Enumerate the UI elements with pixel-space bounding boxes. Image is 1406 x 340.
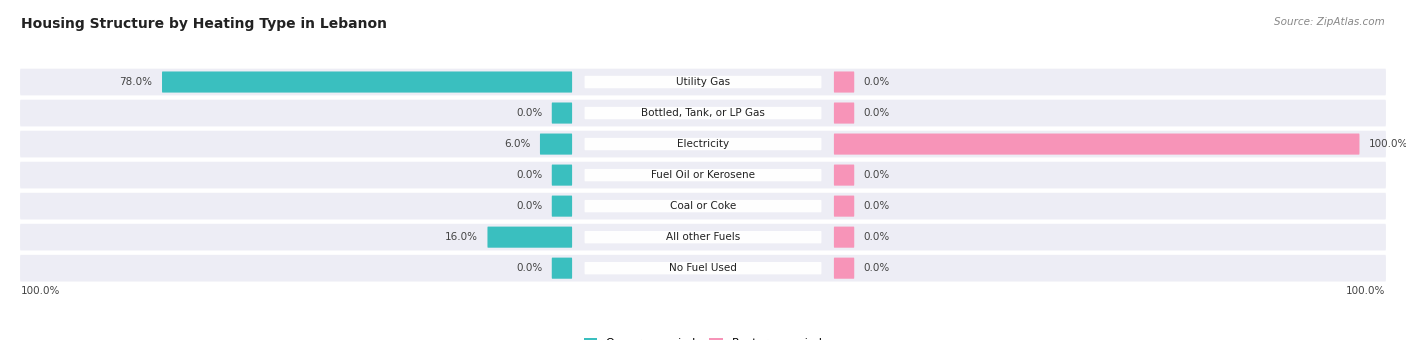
- Text: 16.0%: 16.0%: [444, 232, 478, 242]
- Text: 6.0%: 6.0%: [505, 139, 530, 149]
- Text: 0.0%: 0.0%: [516, 201, 543, 211]
- FancyBboxPatch shape: [585, 107, 821, 119]
- Text: Coal or Coke: Coal or Coke: [669, 201, 737, 211]
- FancyBboxPatch shape: [585, 169, 821, 181]
- FancyBboxPatch shape: [834, 226, 855, 248]
- FancyBboxPatch shape: [20, 69, 1386, 95]
- Text: 100.0%: 100.0%: [1369, 139, 1406, 149]
- Text: 0.0%: 0.0%: [863, 170, 890, 180]
- FancyBboxPatch shape: [834, 102, 855, 124]
- FancyBboxPatch shape: [551, 102, 572, 124]
- Text: 100.0%: 100.0%: [1346, 286, 1385, 296]
- Text: Source: ZipAtlas.com: Source: ZipAtlas.com: [1274, 17, 1385, 27]
- FancyBboxPatch shape: [834, 71, 855, 92]
- FancyBboxPatch shape: [551, 195, 572, 217]
- FancyBboxPatch shape: [551, 165, 572, 186]
- Text: 0.0%: 0.0%: [863, 232, 890, 242]
- Text: Utility Gas: Utility Gas: [676, 77, 730, 87]
- FancyBboxPatch shape: [20, 193, 1386, 219]
- Text: 0.0%: 0.0%: [516, 263, 543, 273]
- Text: 0.0%: 0.0%: [863, 77, 890, 87]
- FancyBboxPatch shape: [585, 231, 821, 243]
- FancyBboxPatch shape: [834, 195, 855, 217]
- Text: 0.0%: 0.0%: [863, 263, 890, 273]
- Text: All other Fuels: All other Fuels: [666, 232, 740, 242]
- FancyBboxPatch shape: [20, 131, 1386, 157]
- Text: 0.0%: 0.0%: [863, 108, 890, 118]
- FancyBboxPatch shape: [20, 100, 1386, 126]
- Text: Fuel Oil or Kerosene: Fuel Oil or Kerosene: [651, 170, 755, 180]
- FancyBboxPatch shape: [540, 134, 572, 155]
- FancyBboxPatch shape: [585, 200, 821, 212]
- FancyBboxPatch shape: [20, 224, 1386, 251]
- Text: Housing Structure by Heating Type in Lebanon: Housing Structure by Heating Type in Leb…: [21, 17, 387, 31]
- FancyBboxPatch shape: [834, 258, 855, 279]
- Text: 78.0%: 78.0%: [120, 77, 152, 87]
- FancyBboxPatch shape: [488, 226, 572, 248]
- Text: 0.0%: 0.0%: [516, 108, 543, 118]
- FancyBboxPatch shape: [585, 262, 821, 274]
- FancyBboxPatch shape: [585, 76, 821, 88]
- FancyBboxPatch shape: [20, 255, 1386, 282]
- Text: No Fuel Used: No Fuel Used: [669, 263, 737, 273]
- Text: 0.0%: 0.0%: [516, 170, 543, 180]
- Text: Electricity: Electricity: [676, 139, 730, 149]
- FancyBboxPatch shape: [20, 162, 1386, 188]
- Text: Bottled, Tank, or LP Gas: Bottled, Tank, or LP Gas: [641, 108, 765, 118]
- FancyBboxPatch shape: [834, 165, 855, 186]
- FancyBboxPatch shape: [162, 71, 572, 92]
- Text: 100.0%: 100.0%: [21, 286, 60, 296]
- Legend: Owner-occupied, Renter-occupied: Owner-occupied, Renter-occupied: [583, 338, 823, 340]
- FancyBboxPatch shape: [585, 138, 821, 150]
- Text: 0.0%: 0.0%: [863, 201, 890, 211]
- FancyBboxPatch shape: [551, 258, 572, 279]
- FancyBboxPatch shape: [834, 134, 1360, 155]
